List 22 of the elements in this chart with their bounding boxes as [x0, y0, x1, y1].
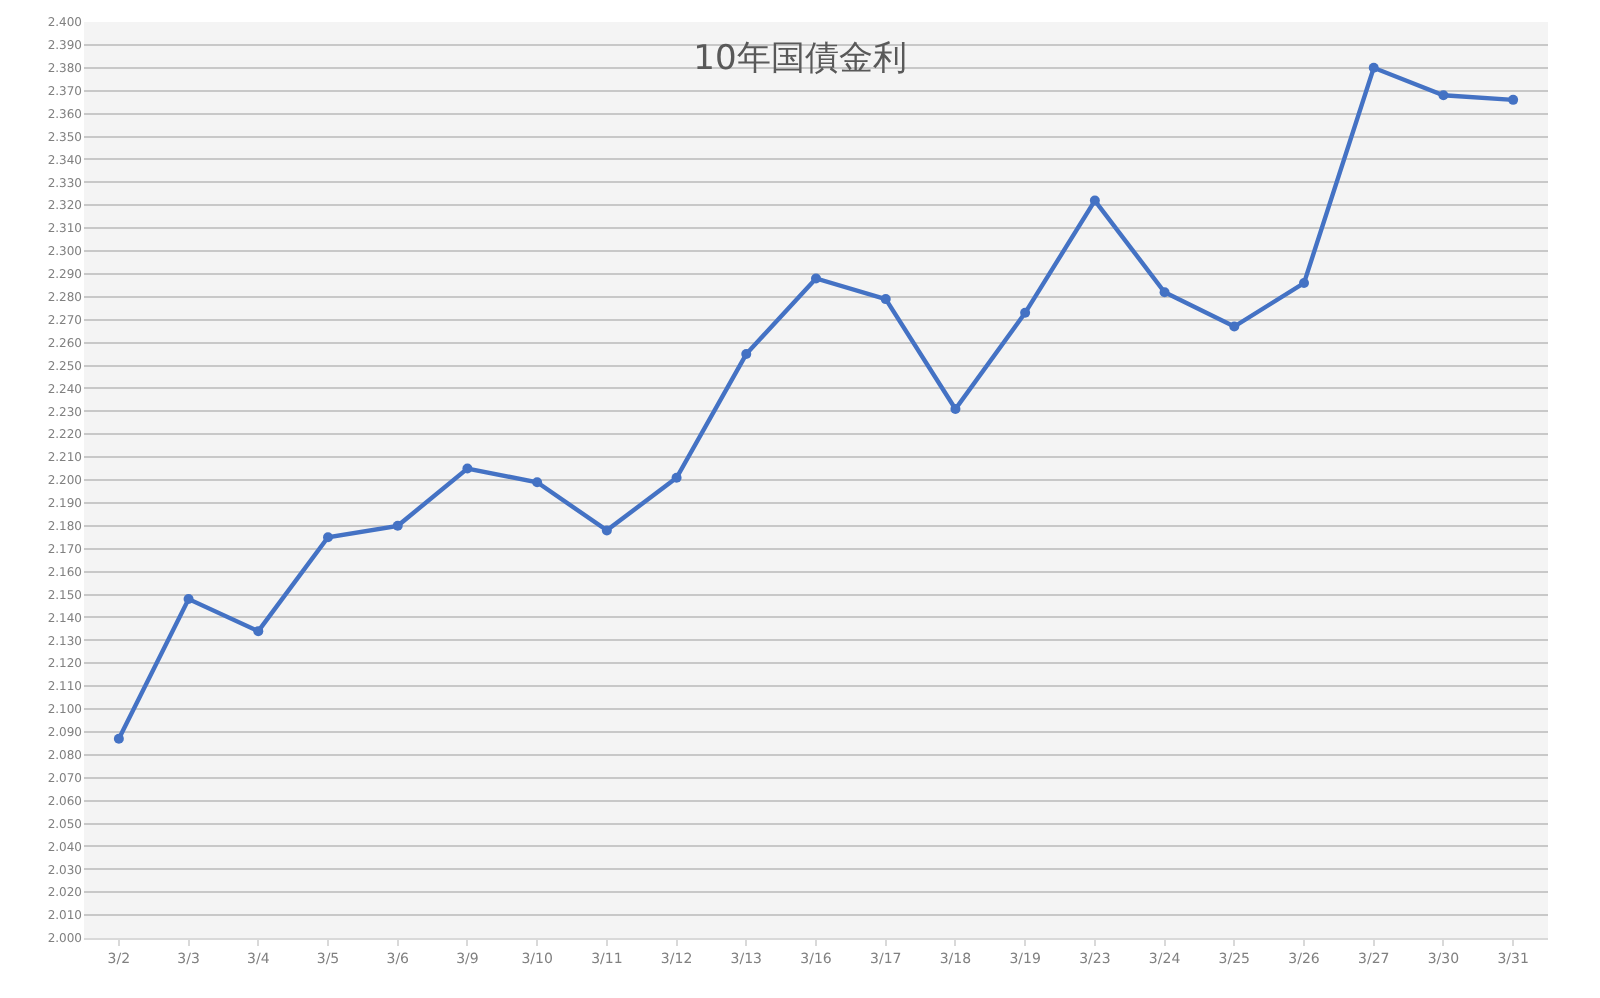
point	[601, 525, 612, 536]
point	[1089, 195, 1100, 206]
point	[462, 463, 473, 474]
point	[532, 477, 543, 488]
point	[671, 472, 682, 483]
point	[1508, 94, 1519, 105]
point	[392, 520, 403, 531]
point	[1229, 321, 1240, 332]
point	[1020, 307, 1031, 318]
point	[880, 294, 891, 305]
point	[113, 733, 124, 744]
point	[950, 404, 961, 415]
point	[741, 349, 752, 360]
point	[811, 273, 821, 284]
point	[1159, 287, 1170, 298]
point	[1438, 90, 1449, 101]
point	[323, 532, 333, 543]
point	[1299, 278, 1309, 289]
point	[253, 626, 264, 637]
point	[1368, 62, 1379, 73]
text: 10年国債金利	[693, 38, 907, 79]
point	[183, 594, 194, 605]
